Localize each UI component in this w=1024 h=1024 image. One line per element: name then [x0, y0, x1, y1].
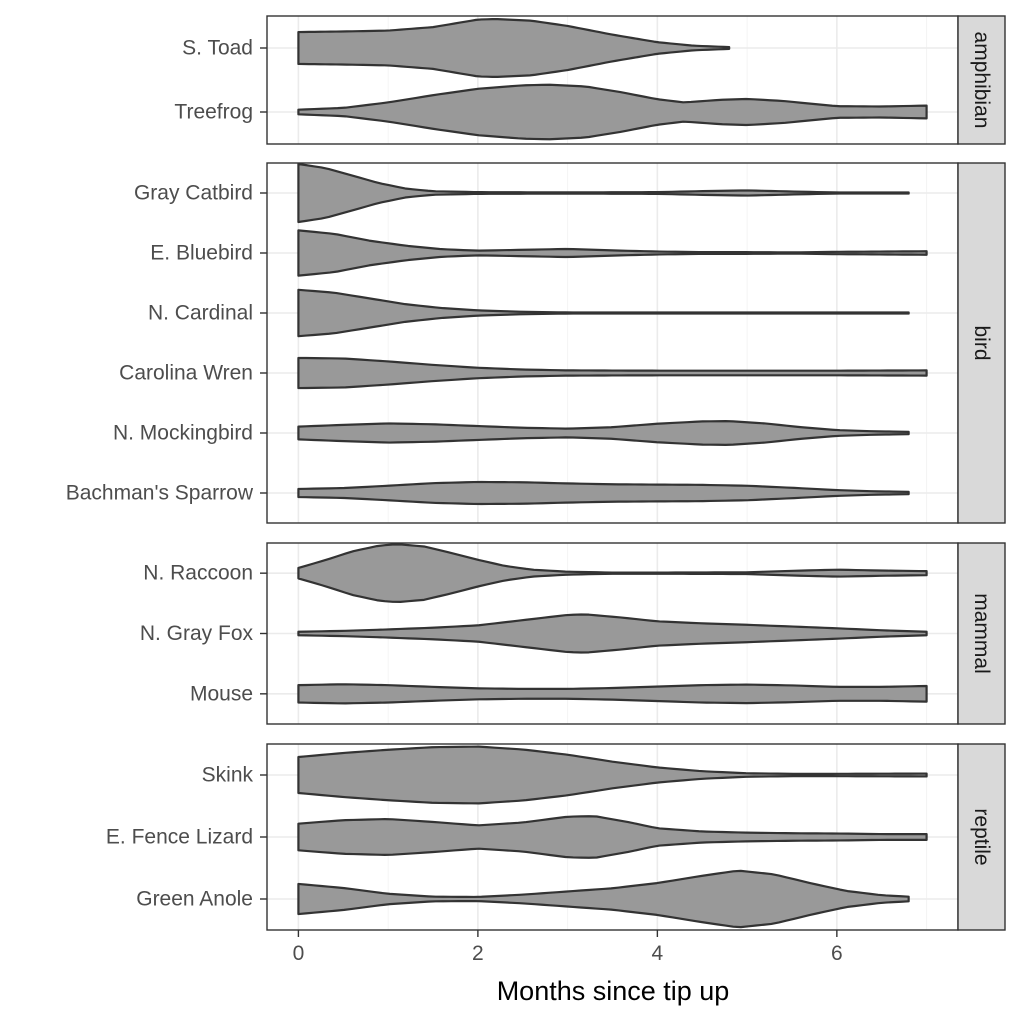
facet-strip-label-amphibian: amphibian [970, 32, 993, 129]
violin-e-fence-lizard [297, 815, 928, 859]
facet-panel-amphibian: S. Toad Treefrog amphibian [174, 15, 1006, 145]
y-tick-label-bachman-s-sparrow: Bachman's Sparrow [66, 482, 254, 505]
facet-strip [957, 162, 1006, 524]
x-axis-title: Months since tip up [497, 976, 730, 1006]
y-tick-label-green-anole: Green Anole [136, 888, 253, 911]
y-tick-label-gray-catbird: Gray Catbird [134, 182, 253, 205]
x-axis: 0 2 4 6 [293, 930, 843, 965]
facet-strip [957, 743, 1006, 931]
facet-strip-label-reptile: reptile [970, 808, 993, 865]
facet-strip [957, 15, 1006, 145]
y-tick-label-n-gray-fox: N. Gray Fox [140, 622, 254, 645]
violin-gray-catbird [297, 162, 910, 224]
x-tick-label-0: 0 [293, 942, 305, 965]
y-tick-label-n-mockingbird: N. Mockingbird [113, 422, 253, 445]
y-tick-label-n-cardinal: N. Cardinal [148, 302, 253, 325]
y-tick-label-treefrog: Treefrog [174, 101, 253, 124]
violin-bachman-s-sparrow [297, 480, 910, 506]
y-tick-label-e-fence-lizard: E. Fence Lizard [106, 826, 253, 849]
violin-skink [297, 745, 928, 805]
x-tick-label-6: 6 [831, 942, 843, 965]
x-tick-label-4: 4 [652, 942, 664, 965]
facet-panel-bird: Gray Catbird E. Bluebird N. Cardinal Caroli… [66, 162, 1006, 524]
y-tick-label-skink: Skink [202, 764, 254, 787]
panel-background [267, 163, 958, 523]
facet-panels: S. Toad Treefrog amphibian Gray Catbird E. B… [66, 15, 1006, 931]
y-tick-label-n-raccoon: N. Raccoon [143, 562, 253, 585]
violin-e-bluebird [297, 229, 928, 277]
violin-n-raccoon [297, 543, 928, 603]
facet-strip-label-mammal: mammal [970, 593, 993, 674]
violin-green-anole [297, 869, 910, 929]
violin-n-cardinal [297, 288, 910, 338]
violin-s-toad [297, 17, 731, 79]
x-tick-label-2: 2 [472, 942, 484, 965]
facet-strip [957, 542, 1006, 725]
y-tick-label-s-toad: S. Toad [182, 37, 253, 60]
facet-panel-reptile: Skink E. Fence Lizard Green Anole reptile [106, 743, 1006, 931]
violin-mouse [297, 683, 928, 705]
facet-panel-mammal: N. Raccoon N. Gray Fox Mouse mammal [140, 542, 1006, 725]
y-tick-label-e-bluebird: E. Bluebird [150, 242, 253, 265]
violin-n-mockingbird [297, 420, 910, 446]
violin-n-gray-fox [297, 613, 928, 654]
facet-strip-label-bird: bird [970, 325, 993, 360]
y-tick-label-mouse: Mouse [190, 682, 253, 705]
violin-treefrog [297, 83, 928, 141]
y-tick-label-carolina-wren: Carolina Wren [119, 362, 253, 385]
violin-carolina-wren [297, 356, 928, 390]
